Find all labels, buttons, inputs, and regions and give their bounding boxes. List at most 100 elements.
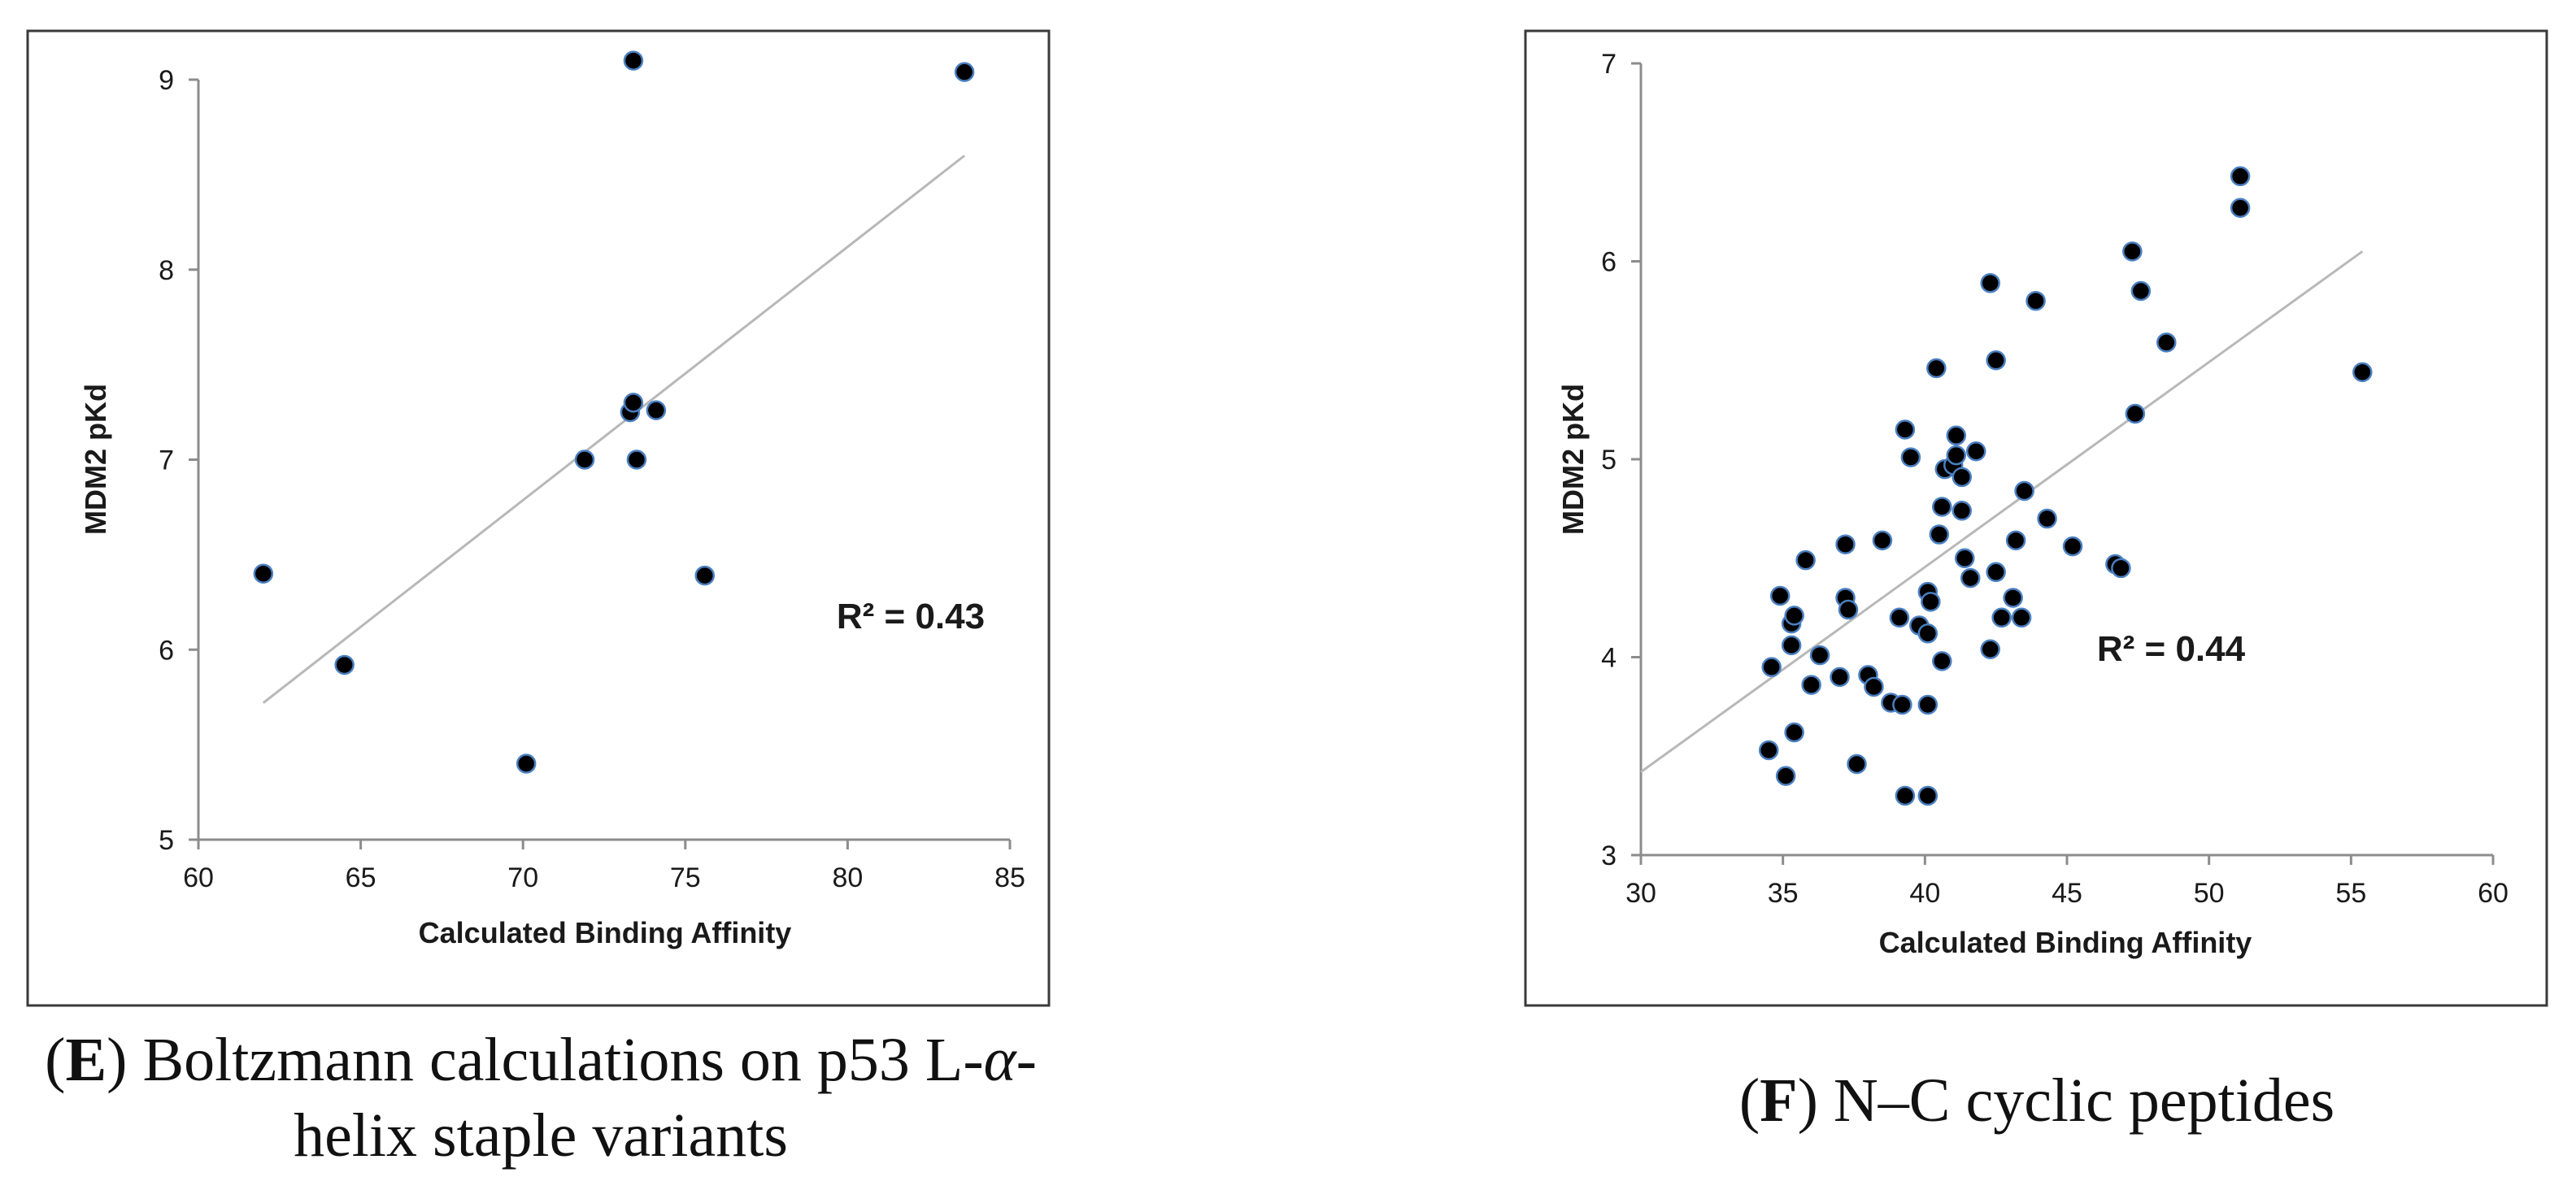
- chart-e-x-tick-label: 75: [670, 862, 701, 893]
- chart-f-data-point: [1921, 592, 1941, 612]
- caption-f: (F) N–C cyclic peptides: [1738, 1066, 2335, 1135]
- chart-f-trendline: [1640, 250, 2364, 773]
- chart-f-data-point: [1965, 441, 1986, 462]
- chart-f-frame: [1524, 29, 2548, 1007]
- caption-e-alpha: α: [983, 1026, 1016, 1094]
- chart-f-data-point: [1986, 350, 2006, 371]
- caption-e-hyphen: -: [1016, 1026, 1037, 1094]
- chart-f-data-point: [2014, 480, 2034, 502]
- chart-f-data-point: [1932, 651, 1952, 671]
- chart-e-frame: [26, 29, 1051, 1007]
- chart-f-data-point: [1769, 585, 1791, 606]
- chart-f-data-point: [1872, 530, 1893, 551]
- caption-f-text: N–C cyclic peptides: [1817, 1066, 2335, 1135]
- chart-e-y-tick-label: 6: [159, 635, 174, 666]
- caption-e-letter: E: [65, 1026, 107, 1094]
- chart-e-y-tick-label: 8: [159, 255, 174, 286]
- chart-f-data-point: [1954, 548, 1975, 568]
- caption-f-letter: F: [1760, 1066, 1798, 1135]
- chart-f-data-point: [1784, 722, 1804, 743]
- chart-f-data-point: [2352, 362, 2373, 383]
- chart-f-y-axis-title: MDM2 pKd: [1556, 384, 1590, 535]
- chart-f-data-point: [1900, 447, 1921, 467]
- chart-f-x-tick-label: 60: [2478, 878, 2509, 909]
- chart-e-x-axis-title: Calculated Binding Affinity: [419, 916, 792, 949]
- chart-f-data-point: [2125, 403, 2146, 424]
- chart-f-data-point: [1801, 675, 1821, 695]
- chart-f-data-point: [1895, 785, 1916, 806]
- chart-f-data-point: [1929, 524, 1950, 545]
- chart-f-y-tick-label: 5: [1601, 445, 1617, 476]
- chart-f-data-point: [1795, 549, 1816, 571]
- caption-e: (E) Boltzmann calculations on p53 L-α-he…: [45, 1026, 1037, 1170]
- caption-e-line2: helix staple variants: [294, 1101, 788, 1170]
- chart-e-x-tick-label: 65: [346, 862, 376, 893]
- chart-f-data-point: [1991, 607, 2012, 628]
- chart-f-data-point: [2230, 198, 2251, 219]
- chart-f-x-tick-label: 55: [2335, 878, 2366, 909]
- chart-f-data-point: [1758, 740, 1779, 761]
- chart-f-data-point: [1784, 606, 1804, 626]
- chart-e-r-squared: R² = 0.43: [837, 597, 985, 636]
- chart-f-data-point: [1917, 623, 1939, 644]
- chart-f-r-squared: R² = 0.44: [2097, 629, 2246, 669]
- chart-f-y-tick-label: 6: [1601, 247, 1617, 278]
- caption-e-text: Boltzmann calculations on p53 L-: [127, 1026, 984, 1094]
- chart-f-data-point: [2062, 536, 2083, 557]
- chart-f-x-tick-label: 45: [2052, 878, 2082, 909]
- chart-f-data-point: [1946, 445, 1967, 466]
- chart-f-data-point: [1917, 694, 1939, 715]
- chart-f-y-tick-label: 7: [1601, 49, 1617, 80]
- chart-e-y-tick-label: 9: [159, 65, 174, 96]
- chart-f-data-point: [1864, 676, 1884, 697]
- chart-e-data-point: [646, 400, 667, 420]
- chart-e-x-tick-label: 80: [832, 862, 863, 893]
- chart-e-data-point: [516, 754, 537, 774]
- chart-e-data-point: [954, 62, 975, 82]
- chart-e-data-point: [334, 654, 355, 675]
- chart-f-data-point: [1952, 501, 1972, 521]
- chart-f-data-point: [2130, 280, 2152, 302]
- chart-f-y-tick-label: 3: [1601, 840, 1617, 871]
- chart-f-data-point: [1980, 273, 2000, 293]
- chart-f-data-point: [1895, 419, 1916, 440]
- chart-e-data-point: [574, 449, 595, 470]
- chart-f-data-point: [1986, 562, 2006, 583]
- chart-f-data-point: [1932, 497, 1952, 517]
- chart-e-x-tick-label: 70: [507, 862, 538, 893]
- chart-e-y-tick-label: 7: [159, 445, 174, 476]
- chart-f-data-point: [1952, 467, 1972, 488]
- chart-f-data-point: [1960, 567, 1981, 588]
- chart-f-data-point: [2037, 508, 2057, 529]
- chart-f-data-point: [1781, 635, 1802, 656]
- chart-f-data-point: [2026, 290, 2046, 311]
- chart-f-x-tick-label: 50: [2194, 878, 2225, 909]
- chart-f-data-point: [2011, 607, 2032, 628]
- chart-f-data-point: [1980, 639, 2000, 660]
- chart-f-data-point: [1917, 785, 1939, 806]
- chart-f-data-point: [2003, 588, 2023, 608]
- chart-e-data-point: [623, 50, 644, 71]
- chart-e-data-point: [694, 565, 716, 586]
- chart-f-data-point: [2230, 166, 2251, 187]
- chart-f-data-point: [1892, 694, 1912, 715]
- chart-f-data-point: [1830, 667, 1850, 688]
- chart-f-y-tick-label: 4: [1601, 643, 1617, 674]
- chart-e-data-point: [253, 563, 274, 584]
- chart-f-x-tick-label: 30: [1625, 878, 1656, 909]
- chart-f-data-point: [1761, 657, 1782, 677]
- chart-e-y-axis-title: MDM2 pKd: [79, 384, 112, 535]
- chart-e: 60 65 70 75 80 85 5 6 7 8 9 Calculated Binding Affi…: [26, 29, 1051, 1007]
- chart-e-data-point: [623, 393, 644, 413]
- chart-f-data-point: [1838, 599, 1859, 620]
- chart-e-data-point: [626, 449, 647, 470]
- chart-f-data-point: [2156, 332, 2177, 353]
- chart-e-trendline: [262, 154, 966, 704]
- chart-f-data-point: [2111, 558, 2131, 579]
- chart-f-x-axis-title: Calculated Binding Affinity: [1879, 926, 2252, 959]
- chart-e-x-tick-label: 85: [994, 862, 1025, 893]
- chart-f-data-point: [1889, 607, 1910, 628]
- chart-f-data-point: [1775, 766, 1796, 786]
